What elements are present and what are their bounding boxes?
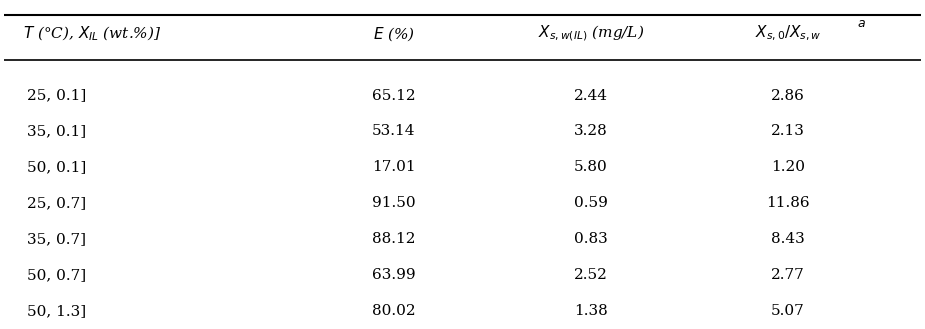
Text: 25, 0.1]: 25, 0.1] [27, 89, 86, 103]
Text: 2.86: 2.86 [771, 89, 805, 103]
Text: 2.13: 2.13 [771, 124, 805, 139]
Text: 50, 0.1]: 50, 0.1] [27, 160, 86, 174]
Text: 0.83: 0.83 [574, 232, 608, 246]
Text: 11.86: 11.86 [766, 196, 809, 210]
Text: 2.44: 2.44 [574, 89, 608, 103]
Text: 1.20: 1.20 [771, 160, 805, 174]
Text: $E$ (%): $E$ (%) [373, 25, 414, 43]
Text: 63.99: 63.99 [372, 268, 415, 282]
Text: $T$ (°C), $X_{IL}$ (wt.%)]: $T$ (°C), $X_{IL}$ (wt.%)] [22, 24, 161, 43]
Text: 2.77: 2.77 [771, 268, 805, 282]
Text: 0.59: 0.59 [574, 196, 608, 210]
Text: 3.28: 3.28 [574, 124, 608, 139]
Text: 35, 0.7]: 35, 0.7] [27, 232, 86, 246]
Text: 5.80: 5.80 [574, 160, 608, 174]
Text: 50, 1.3]: 50, 1.3] [27, 304, 86, 318]
Text: 88.12: 88.12 [372, 232, 415, 246]
Text: 53.14: 53.14 [372, 124, 415, 139]
Text: 1.38: 1.38 [574, 304, 608, 318]
Text: 80.02: 80.02 [372, 304, 415, 318]
Text: 17.01: 17.01 [372, 160, 415, 174]
Text: 25, 0.7]: 25, 0.7] [27, 196, 86, 210]
Text: 50, 0.7]: 50, 0.7] [27, 268, 86, 282]
Text: $a$: $a$ [857, 17, 866, 30]
Text: $X_{s,w(IL)}$ (mg/L): $X_{s,w(IL)}$ (mg/L) [537, 23, 644, 43]
Text: 8.43: 8.43 [771, 232, 805, 246]
Text: 65.12: 65.12 [372, 89, 415, 103]
Text: 35, 0.1]: 35, 0.1] [27, 124, 86, 139]
Text: 91.50: 91.50 [372, 196, 415, 210]
Text: $X_{s,0}/X_{s,w}$: $X_{s,0}/X_{s,w}$ [755, 23, 821, 43]
Text: 5.07: 5.07 [771, 304, 805, 318]
Text: 2.52: 2.52 [574, 268, 608, 282]
